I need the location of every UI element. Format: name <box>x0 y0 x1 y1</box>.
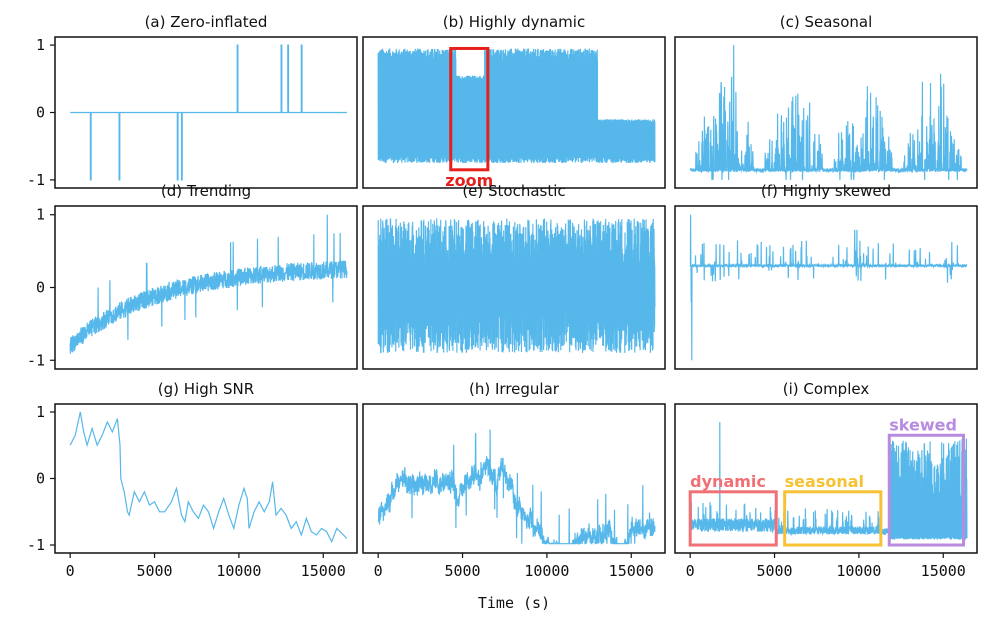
x-tick-label: 15000 <box>609 562 654 580</box>
series-line <box>689 214 968 361</box>
series-line <box>377 429 656 546</box>
panel-title: (b) Highly dynamic <box>443 13 585 31</box>
panel-5: (e) Stochastic <box>362 182 666 370</box>
y-tick-label: -1 <box>27 536 45 554</box>
panel-frame <box>362 403 666 554</box>
series-line <box>69 214 348 354</box>
y-tick-label: -1 <box>27 351 45 369</box>
x-tick-label: 5000 <box>444 562 480 580</box>
panel-frame <box>362 36 666 189</box>
panel-frame <box>674 205 978 370</box>
x-tick-label: 10000 <box>216 562 261 580</box>
x-tick-label: 5000 <box>756 562 792 580</box>
panel-title: (h) Irregular <box>469 380 560 398</box>
annotation-box <box>449 46 490 172</box>
panel-frame <box>674 403 978 554</box>
panel-9: (i) Complex 0 5000 10000 15000 dynamic seasona… <box>674 380 978 580</box>
panel-title: (a) Zero-inflated <box>145 13 268 31</box>
x-tick-label: 10000 <box>524 562 569 580</box>
panel-title: (f) Highly skewed <box>761 182 891 200</box>
series-line <box>377 48 656 164</box>
annotation-label: dynamic <box>690 472 766 491</box>
panel-frame <box>362 205 666 370</box>
annotation-box <box>688 490 778 547</box>
annotation-box <box>887 433 966 547</box>
y-tick-label: 0 <box>36 104 45 122</box>
series-line <box>689 421 968 540</box>
x-tick-label: 0 <box>374 562 383 580</box>
panel-frame <box>674 36 978 189</box>
panel-2: (b) Highly dynamic zoom <box>362 13 666 190</box>
y-tick-label: 1 <box>36 206 45 224</box>
panel-8: (h) Irregular 0 5000 10000 15000 <box>362 380 666 580</box>
panel-title: (e) Stochastic <box>462 182 565 200</box>
panel-frame <box>54 403 358 554</box>
annotation-box <box>783 490 883 547</box>
annotation-label: seasonal <box>785 472 864 491</box>
panel-6: (f) Highly skewed <box>674 182 978 370</box>
x-axis-label: Time (s) <box>478 594 550 612</box>
panel-title: (d) Trending <box>161 182 251 200</box>
y-tick-label: 0 <box>36 470 45 488</box>
panel-4: (d) Trending 1 0 -1 <box>27 182 358 370</box>
panel-title: (g) High SNR <box>158 380 254 398</box>
x-tick-label: 10000 <box>836 562 881 580</box>
panel-7: (g) High SNR 1 0 -1 0 5000 10000 15000 <box>27 380 358 580</box>
y-tick-label: -1 <box>27 171 45 189</box>
y-tick-label: 0 <box>36 279 45 297</box>
x-tick-label: 0 <box>686 562 695 580</box>
y-tick-label: 1 <box>36 36 45 54</box>
series-line <box>377 218 656 354</box>
panel-1: (a) Zero-inflated 1 0 -1 <box>27 13 358 189</box>
panel-title: (c) Seasonal <box>780 13 873 31</box>
series-line <box>70 44 347 181</box>
series-line <box>689 45 968 180</box>
y-tick-label: 1 <box>36 403 45 421</box>
x-tick-label: 15000 <box>921 562 966 580</box>
x-tick-label: 15000 <box>301 562 346 580</box>
series-line <box>69 411 348 544</box>
annotation-label: skewed <box>889 415 957 434</box>
panel-title: (i) Complex <box>783 380 870 398</box>
x-tick-label: 5000 <box>136 562 172 580</box>
panel-3: (c) Seasonal <box>674 13 978 189</box>
annotation-label: zoom <box>445 171 493 190</box>
x-tick-label: 0 <box>66 562 75 580</box>
